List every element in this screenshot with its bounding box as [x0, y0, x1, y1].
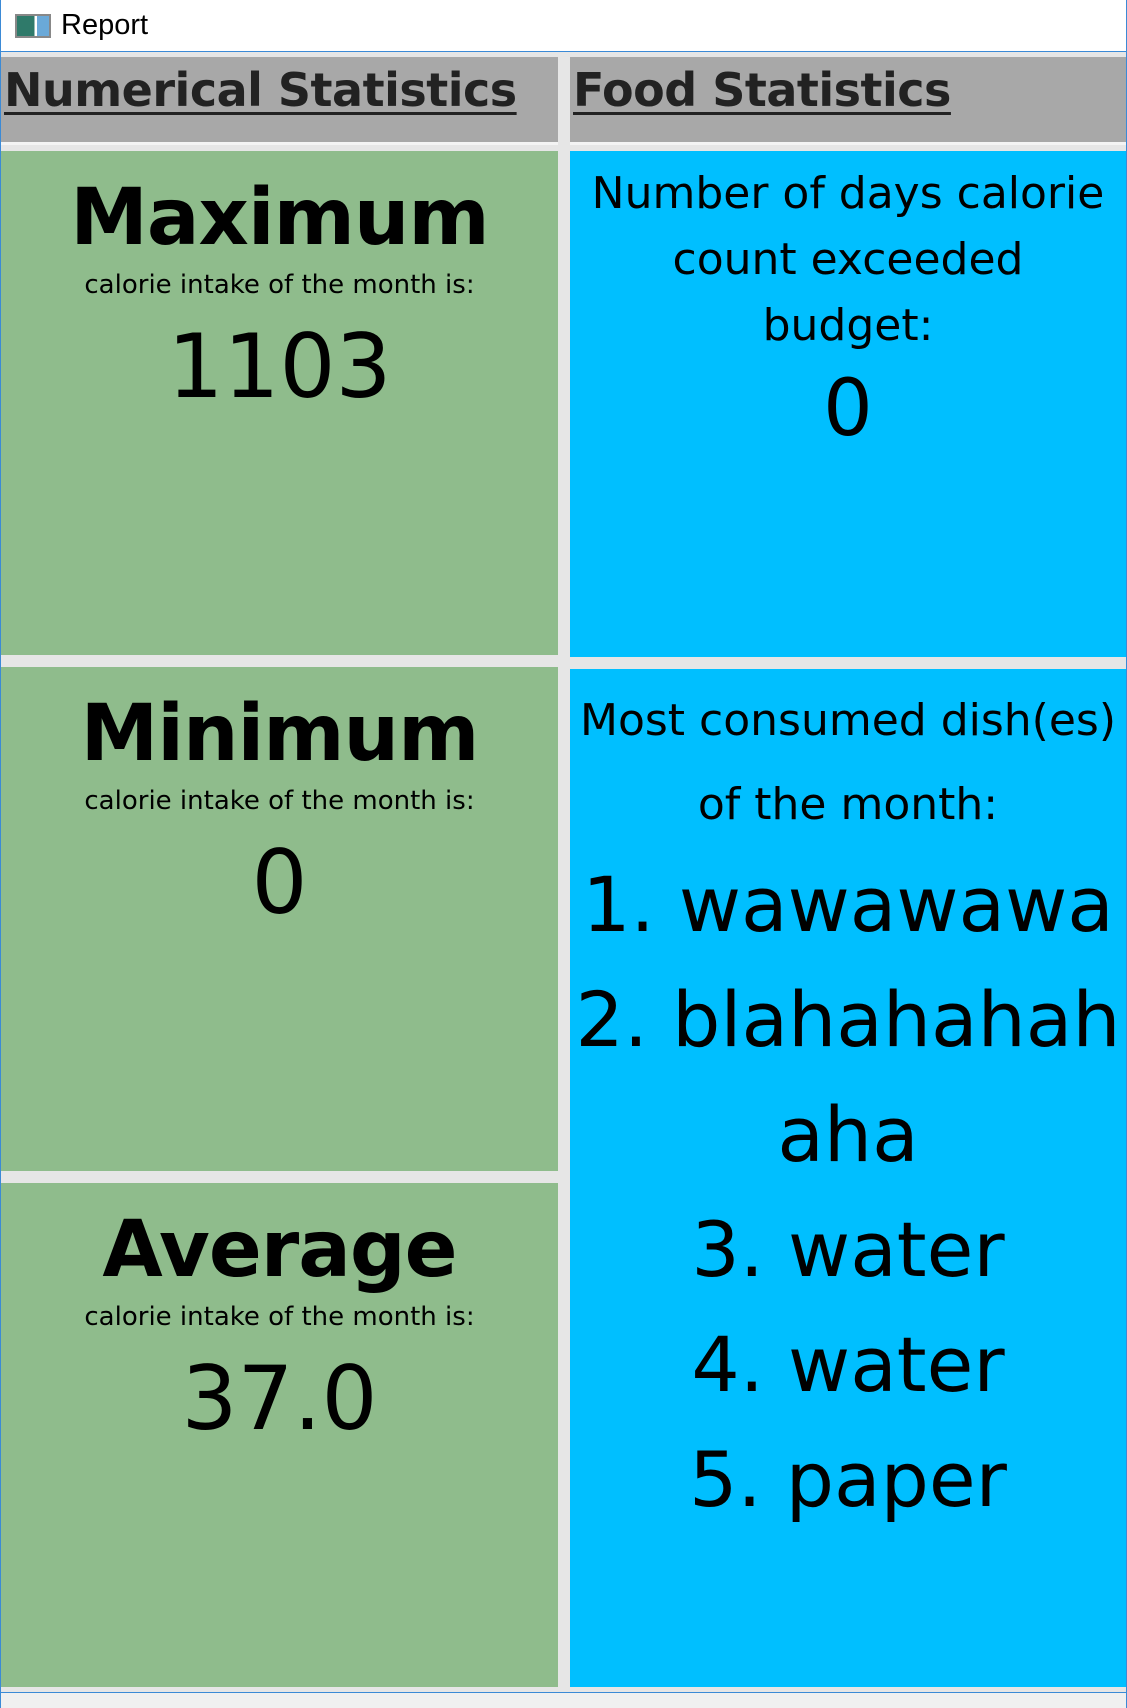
maximum-label: Maximum — [70, 173, 489, 263]
dish-item: 5. paper — [689, 1435, 1007, 1524]
exceeded-description-line1: Number of days calorie — [591, 168, 1105, 219]
maximum-description: calorie intake of the month is: — [84, 270, 475, 300]
numerical-statistics-column: Numerical Statistics Maximum calorie int… — [1, 57, 558, 1692]
most-consumed-panel: Most consumed dish(es) of the month: 1. … — [570, 669, 1126, 1687]
report-content: Numerical Statistics Maximum calorie int… — [1, 52, 1126, 1692]
numerical-statistics-header: Numerical Statistics — [1, 57, 558, 145]
maximum-panel: Maximum calorie intake of the month is: … — [1, 151, 558, 655]
title-bar: Report — [1, 0, 1126, 52]
most-consumed-description-line1: Most consumed dish(es) — [580, 695, 1116, 746]
app-icon — [15, 13, 51, 38]
window-title: Report — [61, 9, 149, 41]
exceeded-budget-panel: Number of days calorie count exceeded bu… — [570, 151, 1126, 657]
average-description: calorie intake of the month is: — [84, 1302, 475, 1332]
exceeded-description-line2: count exceeded — [672, 234, 1024, 285]
exceeded-description-line3: budget: — [762, 300, 934, 351]
food-statistics-header: Food Statistics — [570, 57, 1126, 145]
most-consumed-description-line2: of the month: — [697, 779, 999, 830]
average-label: Average — [102, 1205, 457, 1295]
minimum-label: Minimum — [80, 689, 480, 779]
dish-item: 4. water — [691, 1320, 1005, 1409]
exceeded-value: 0 — [823, 364, 873, 454]
average-panel: Average calorie intake of the month is: … — [1, 1183, 558, 1687]
food-statistics-column: Food Statistics Number of days calorie c… — [570, 57, 1126, 1692]
dish-list: 1. wawawawa 2. blahahahahaha 3. water 4.… — [570, 847, 1126, 1537]
dish-item: 1. wawawawa — [582, 860, 1114, 949]
dish-item: 2. blahahahahaha — [575, 975, 1121, 1179]
food-statistics-title: Food Statistics — [573, 63, 951, 117]
minimum-panel: Minimum calorie intake of the month is: … — [1, 667, 558, 1171]
window-bottom-edge — [1, 1692, 1126, 1708]
maximum-value: 1103 — [167, 315, 392, 418]
dish-item: 3. water — [691, 1205, 1005, 1294]
average-value: 37.0 — [181, 1347, 378, 1450]
minimum-description: calorie intake of the month is: — [84, 786, 475, 816]
minimum-value: 0 — [251, 831, 308, 934]
numerical-statistics-title: Numerical Statistics — [4, 63, 517, 117]
